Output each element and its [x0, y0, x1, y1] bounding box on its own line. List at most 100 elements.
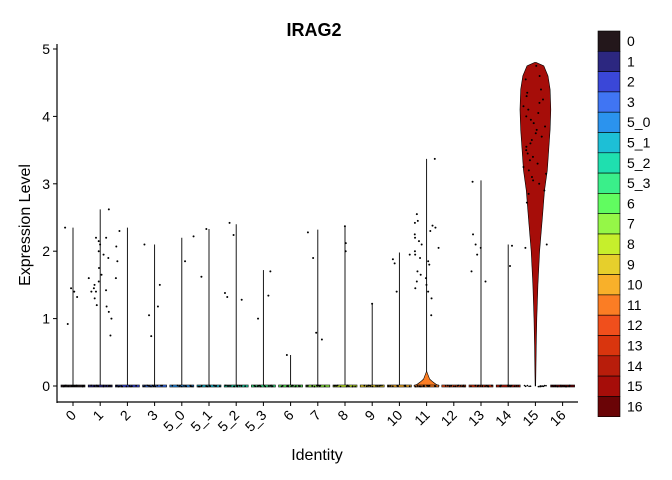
data-point: [509, 265, 512, 268]
data-point: [543, 384, 546, 387]
data-point: [419, 273, 422, 276]
data-point: [472, 233, 475, 236]
data-point: [260, 385, 262, 388]
data-point: [527, 108, 530, 111]
data-point: [197, 385, 200, 388]
data-point: [73, 290, 76, 293]
data-point: [395, 290, 398, 293]
data-point: [554, 385, 557, 388]
x-tick-label: 9: [361, 407, 378, 424]
data-point: [232, 234, 235, 237]
data-point: [107, 385, 110, 387]
x-tick-label: 5_2: [214, 407, 242, 435]
y-axis-label: Expression Level: [17, 164, 34, 286]
data-point: [93, 385, 95, 387]
legend-label: 7: [627, 216, 635, 232]
data-point: [228, 221, 231, 224]
data-point: [114, 277, 117, 280]
data-point: [96, 384, 98, 387]
legend-swatch: [597, 314, 621, 336]
legend-swatch: [597, 233, 621, 255]
data-point: [125, 385, 128, 388]
data-point: [524, 78, 527, 81]
legend-label: 5_3: [627, 175, 651, 191]
data-point: [99, 243, 102, 246]
data-point: [315, 331, 318, 334]
data-point: [541, 385, 543, 387]
data-point: [339, 385, 342, 388]
data-point: [156, 384, 159, 387]
data-point: [477, 384, 479, 387]
data-point: [417, 240, 420, 243]
data-point: [240, 385, 243, 387]
data-point: [93, 297, 96, 300]
data-point: [538, 101, 541, 104]
x-tick-label: 13: [465, 407, 487, 429]
data-point: [420, 243, 423, 246]
data-point: [281, 385, 284, 387]
data-point: [128, 385, 131, 387]
data-point: [522, 165, 525, 168]
x-tick-label: 12: [438, 407, 460, 429]
data-point: [176, 384, 179, 387]
y-tick-label: 5: [42, 41, 50, 57]
data-point: [118, 229, 121, 232]
data-point: [433, 385, 436, 387]
data-point: [430, 297, 433, 300]
legend-swatch: [597, 111, 621, 133]
data-point: [527, 169, 530, 172]
data-point: [545, 243, 548, 246]
violin-bulb: [413, 370, 440, 387]
legend-swatch: [597, 213, 621, 235]
data-point: [474, 243, 477, 246]
data-point: [118, 385, 120, 388]
data-point: [225, 384, 227, 387]
data-point: [543, 189, 546, 192]
data-point: [541, 98, 544, 101]
data-point: [536, 162, 539, 165]
data-point: [264, 385, 267, 388]
data-point: [367, 384, 370, 387]
data-point: [428, 385, 431, 387]
data-point: [389, 385, 392, 387]
x-tick-label: 2: [117, 407, 134, 424]
data-point: [116, 260, 119, 263]
y-tick-label: 0: [42, 378, 50, 394]
legend-swatch: [597, 71, 621, 93]
x-tick-label: 11: [411, 407, 433, 429]
x-tick-label: 15: [519, 407, 541, 429]
data-point: [285, 353, 288, 356]
data-point: [150, 385, 152, 388]
data-point: [142, 385, 145, 388]
data-point: [429, 229, 432, 232]
data-point: [479, 246, 482, 249]
data-point: [150, 335, 153, 338]
legend-swatch: [597, 254, 621, 275]
data-point: [115, 245, 118, 248]
data-point: [290, 385, 292, 387]
data-point: [244, 385, 246, 387]
data-point: [344, 250, 347, 253]
data-point: [540, 135, 543, 138]
data-point: [527, 192, 530, 195]
legend-label: 5_1: [627, 135, 651, 151]
data-point: [97, 250, 100, 253]
data-point: [130, 385, 132, 388]
legend-swatch: [597, 91, 621, 113]
legend-swatch: [597, 335, 621, 357]
data-point: [238, 384, 241, 387]
data-point: [311, 385, 313, 387]
x-tick-label: 16: [546, 407, 568, 429]
data-point: [295, 385, 297, 387]
data-point: [535, 64, 538, 67]
violin-group: [196, 227, 222, 388]
data-point: [487, 385, 490, 388]
data-point: [414, 236, 417, 239]
data-point: [562, 385, 564, 387]
data-point: [226, 296, 229, 299]
data-point: [408, 385, 411, 388]
x-tick-label: 1: [89, 407, 106, 424]
data-point: [510, 244, 513, 247]
data-point: [427, 260, 430, 263]
